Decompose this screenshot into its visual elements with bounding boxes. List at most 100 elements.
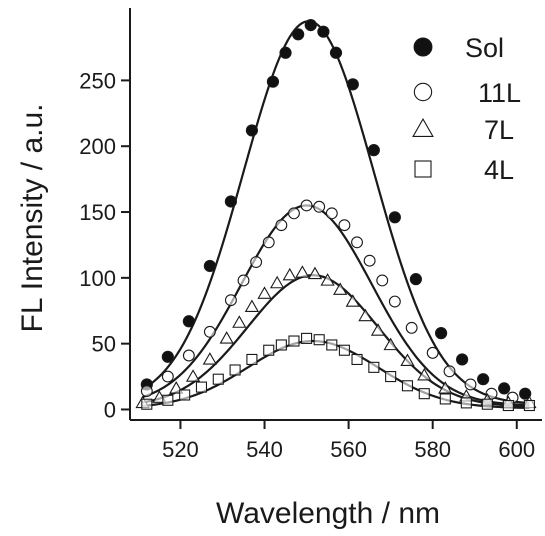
data-point [203, 259, 216, 273]
legend-label-11l: 11L [478, 78, 521, 108]
data-point [417, 367, 432, 381]
data-point [317, 25, 330, 38]
data-point [279, 46, 292, 59]
data-point [275, 339, 287, 351]
data-point [519, 387, 532, 400]
data-point [368, 361, 380, 373]
data-point [262, 236, 275, 249]
data-point [502, 399, 514, 412]
data-point [301, 332, 313, 344]
data-point [345, 294, 360, 307]
data-point [140, 385, 153, 397]
data-point [182, 315, 195, 328]
data-point [257, 286, 272, 299]
data-point [435, 327, 448, 340]
data-point [464, 378, 477, 391]
data-point [269, 275, 285, 289]
data-point [409, 273, 422, 286]
series-4l [141, 332, 535, 412]
data-point [426, 346, 439, 359]
data-point [182, 349, 195, 362]
legend-label-sol: Sol [465, 33, 504, 63]
legend-marker-7l [412, 117, 434, 137]
data-point [304, 19, 317, 32]
x-tick-label: 520 [162, 437, 199, 462]
data-point [161, 370, 174, 383]
data-point [266, 75, 280, 88]
y-tick-label: 200 [79, 134, 116, 159]
y-axis-title: FL Intensity / a.u. [16, 104, 49, 333]
plot-area [135, 19, 537, 412]
data-point [400, 353, 415, 366]
data-point [141, 398, 153, 410]
data-point [363, 254, 376, 267]
data-point [161, 350, 174, 363]
data-point [288, 335, 300, 347]
data-point [282, 267, 297, 281]
data-point [367, 144, 380, 157]
y-tick-label: 150 [79, 200, 116, 225]
data-point [383, 337, 398, 351]
data-point [246, 353, 258, 366]
data-point [460, 397, 472, 409]
data-point [219, 331, 234, 344]
data-point [456, 353, 469, 366]
x-tick-label: 560 [330, 437, 367, 462]
data-point [229, 364, 241, 376]
data-point [338, 344, 350, 356]
data-point [212, 373, 224, 385]
data-point [313, 200, 326, 213]
data-point [263, 344, 275, 356]
data-point [358, 308, 373, 322]
data-point [300, 199, 313, 212]
legend-label-7l: 7L [484, 115, 514, 145]
y-tick-label: 50 [92, 332, 116, 357]
data-point [245, 124, 259, 137]
data-point [250, 256, 263, 268]
data-point [498, 382, 511, 395]
y-tick-label: 250 [79, 68, 116, 93]
data-point [232, 315, 247, 328]
data-point [388, 295, 401, 308]
data-point [439, 393, 451, 405]
legend-marker-sol [413, 37, 433, 57]
data-point [237, 274, 250, 287]
data-point [224, 294, 237, 307]
data-point [351, 236, 363, 249]
legend-label-4l: 4L [484, 155, 514, 185]
x-tick-label: 600 [498, 437, 535, 462]
data-point [244, 299, 260, 312]
legend-marker-4l [414, 160, 432, 178]
data-point [443, 365, 456, 378]
data-point [338, 219, 351, 232]
data-point [376, 274, 389, 287]
data-point [385, 371, 397, 383]
data-point [481, 398, 493, 410]
x-tick-label: 580 [414, 437, 451, 462]
data-point [405, 321, 418, 334]
data-markers [135, 19, 537, 412]
data-point [346, 78, 359, 91]
data-point [523, 399, 535, 412]
x-tick-label: 540 [246, 437, 283, 462]
series-11l [140, 199, 519, 404]
data-point [351, 353, 363, 366]
data-point [195, 381, 208, 393]
data-point [162, 394, 174, 406]
data-point [477, 373, 490, 386]
x-axis-ticks: 520 540 560 580 600 [162, 420, 535, 462]
data-point [401, 380, 414, 392]
y-axis-ticks: 0 50 100 150 200 250 [79, 68, 130, 422]
data-point [418, 388, 430, 400]
data-point [307, 266, 323, 280]
data-point [203, 325, 216, 338]
x-axis-title: Wavelength / nm [216, 497, 440, 530]
data-point [275, 219, 288, 232]
data-point [388, 211, 401, 224]
data-point [292, 28, 305, 41]
axes [129, 8, 542, 421]
data-point [438, 381, 453, 394]
data-point [202, 352, 218, 365]
data-point [288, 207, 300, 220]
